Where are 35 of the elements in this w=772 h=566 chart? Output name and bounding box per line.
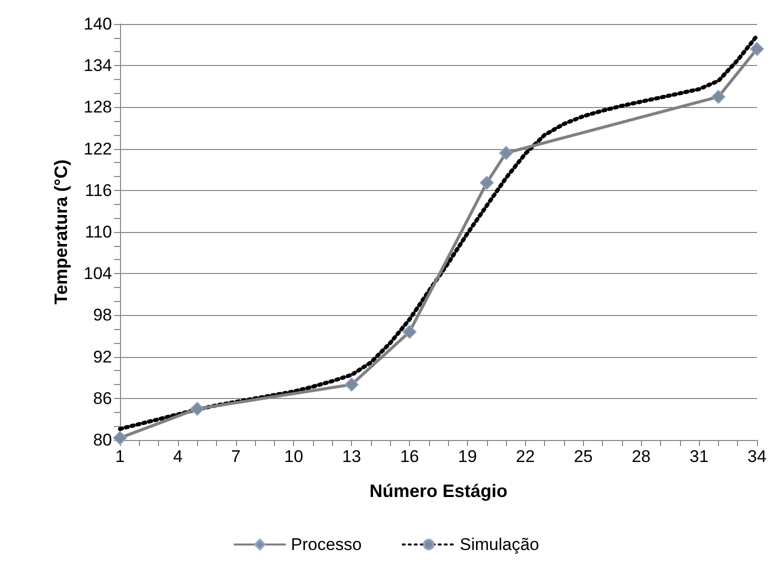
point <box>480 176 494 190</box>
point <box>344 378 359 392</box>
x-tick-label: 19 <box>458 447 477 466</box>
x-tick-label: 4 <box>173 447 183 466</box>
x-axis-title: Número Estágio <box>369 481 508 501</box>
legend-label: Processo <box>290 535 362 554</box>
x-tick-label: 10 <box>284 447 304 466</box>
point <box>711 90 726 104</box>
y-tick-label: 86 <box>93 388 112 408</box>
y-tick-label: 140 <box>84 14 112 34</box>
x-tick-label: 7 <box>231 447 241 466</box>
x-tick-label: 34 <box>748 447 766 466</box>
point <box>499 146 514 160</box>
x-tick-label: 31 <box>690 447 709 466</box>
x-tick-label: 22 <box>516 447 535 466</box>
y-tick-label: 98 <box>93 306 112 325</box>
point <box>113 430 127 445</box>
y-tick-label: 116 <box>84 180 112 200</box>
y-tick-label: 92 <box>93 347 112 366</box>
x-tick-label: 16 <box>400 447 420 466</box>
y-axis-title: Temperatura (°C) <box>51 160 71 304</box>
x-tick-label: 25 <box>574 447 593 466</box>
point <box>750 42 764 56</box>
y-tick-label: 134 <box>84 56 112 76</box>
x-tick-label: 13 <box>342 447 362 466</box>
y-tick-label: 80 <box>93 430 112 450</box>
legend-label: Simulação <box>460 535 540 554</box>
point <box>402 324 417 339</box>
y-tick-label: 104 <box>84 264 112 284</box>
x-tick-label: 28 <box>632 447 651 466</box>
y-tick-label: 128 <box>84 98 112 117</box>
x-tick-label: 1 <box>115 447 125 466</box>
y-tick-label: 122 <box>84 139 112 158</box>
point <box>190 402 204 416</box>
y-tick-label: 110 <box>84 222 112 242</box>
